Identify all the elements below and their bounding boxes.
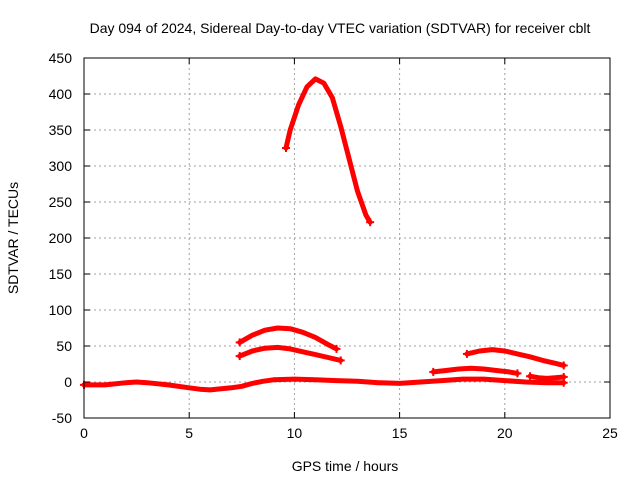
x-tick-label: 25 xyxy=(602,425,618,441)
plot-frame xyxy=(83,57,611,419)
y-tick-label: 350 xyxy=(49,122,73,138)
y-tick-label: 200 xyxy=(49,230,73,246)
y-axis-label: SDTVAR / TECUs xyxy=(5,182,21,294)
x-axis-label: GPS time / hours xyxy=(292,458,399,474)
y-tick-label: 0 xyxy=(64,374,72,390)
series-arc-mid-upper xyxy=(237,325,339,352)
y-tick-label: 250 xyxy=(49,194,73,210)
y-tick-label: 100 xyxy=(49,302,73,318)
chart-title: Day 094 of 2024, Sidereal Day-to-day VTE… xyxy=(90,20,591,36)
y-tick-label: -50 xyxy=(52,410,72,426)
series-arc-late-upper xyxy=(464,347,567,368)
y-tick-label: 150 xyxy=(49,266,73,282)
series-baseline xyxy=(81,376,567,393)
x-tick-label: 5 xyxy=(185,425,193,441)
series-late-cluster xyxy=(527,373,567,381)
x-tick-label: 10 xyxy=(287,425,303,441)
x-tick-label: 20 xyxy=(497,425,513,441)
y-tick-label: 450 xyxy=(49,50,73,66)
series-arc-upper xyxy=(283,76,373,225)
series-arc-late-lower xyxy=(430,365,520,376)
series-layer xyxy=(80,76,568,393)
series-arc-mid-lower xyxy=(237,344,344,363)
x-tick-label: 15 xyxy=(392,425,408,441)
grid-layer xyxy=(84,58,610,418)
y-tick-label: 300 xyxy=(49,158,73,174)
x-tick-label: 0 xyxy=(80,425,88,441)
ticks-layer: 0 5 10 15 20 25 -50 0 50 100 150 200 250 300 350 400 450 xyxy=(49,50,618,441)
y-tick-label: 400 xyxy=(49,86,73,102)
y-tick-label: 50 xyxy=(56,338,72,354)
